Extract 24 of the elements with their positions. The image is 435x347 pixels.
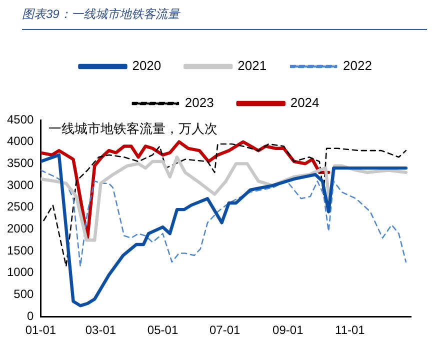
y-tick-label: 1000 (6, 265, 34, 280)
legend-label: 2022 (343, 58, 372, 74)
legend-label: 2024 (290, 95, 320, 110)
chart-title: 图表39：一线城市地铁客流量 (22, 6, 427, 30)
y-tick-label: 4000 (6, 134, 34, 148)
x-tick-label: 07-01 (209, 323, 240, 338)
x-tick-label: 11-01 (335, 323, 366, 338)
y-tick-label: 4500 (6, 112, 34, 126)
y-tick-label: 1500 (6, 243, 34, 258)
legend-label: 2021 (238, 58, 267, 74)
y-tick-label: 2500 (6, 200, 34, 214)
legend-label: 2020 (132, 58, 162, 74)
x-tick-label: 05-01 (147, 323, 178, 338)
y-tick-label: 3000 (6, 178, 34, 192)
x-tick-label: 03-01 (85, 323, 116, 338)
y-axis-title: 一线城市地铁客流量，万人次 (48, 120, 218, 137)
y-tick-label: 500 (14, 287, 34, 302)
legend-label: 2023 (184, 95, 214, 110)
y-tick-label: 2000 (6, 222, 34, 236)
line-series (40, 170, 407, 268)
x-tick-label: 09-01 (272, 323, 304, 338)
x-tick-label: 01-01 (25, 323, 56, 338)
y-tick-label: 0 (27, 308, 34, 323)
y-tick-label: 3500 (6, 156, 34, 170)
